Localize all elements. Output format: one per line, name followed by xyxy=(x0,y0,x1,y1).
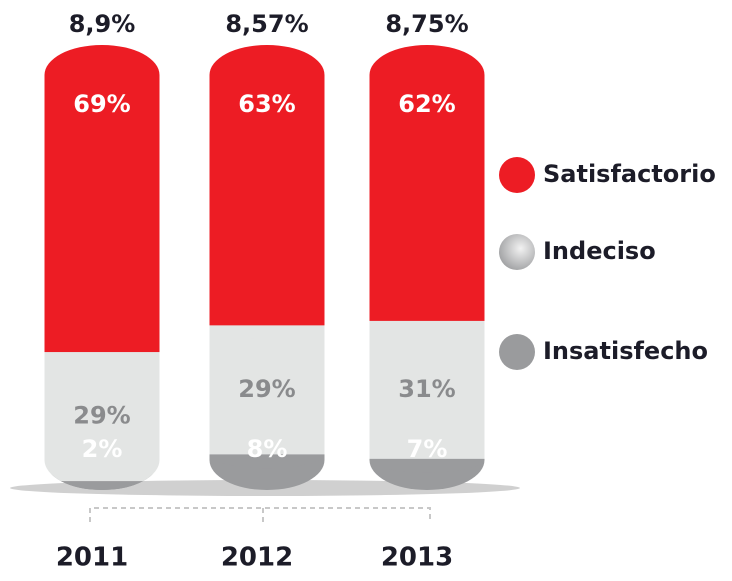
value-label: 31% xyxy=(398,375,455,403)
legend-label: Indeciso xyxy=(543,237,656,265)
legend-label: Insatisfecho xyxy=(543,337,708,365)
value-label: 2% xyxy=(82,435,123,463)
bar-segment xyxy=(209,45,325,326)
legend-swatch xyxy=(499,234,535,270)
value-label: 7% xyxy=(407,435,448,463)
value-label: 62% xyxy=(398,90,455,118)
value-label: 29% xyxy=(73,402,130,430)
column xyxy=(44,45,160,490)
bar-segment xyxy=(44,352,160,482)
value-label: 8% xyxy=(247,435,288,463)
legend: Insatisfecho Indeciso Satisfactorio xyxy=(499,157,716,370)
legend-swatch xyxy=(499,157,535,193)
value-label: 29% xyxy=(238,375,295,403)
annotation: 8,75% xyxy=(385,10,468,38)
annotation: 8,9% xyxy=(69,10,136,38)
bracket xyxy=(89,507,431,522)
x-tick-label: 2011 xyxy=(56,543,128,573)
bar-segment xyxy=(44,45,160,353)
column xyxy=(209,45,325,490)
annotation: 8,57% xyxy=(225,10,308,38)
bar-segment xyxy=(209,325,325,455)
value-label: 69% xyxy=(73,90,130,118)
value-label: 63% xyxy=(238,90,295,118)
x-tick-label: 2013 xyxy=(381,543,453,573)
bar-segment xyxy=(369,320,485,459)
x-tick-label: 2012 xyxy=(221,543,293,573)
bars: 2% 29% 69% 8% 29% 63% 7% 31% 62% xyxy=(44,45,485,490)
bar-segment xyxy=(369,45,485,321)
legend-label: Satisfactorio xyxy=(543,160,716,188)
legend-swatch xyxy=(499,334,535,370)
